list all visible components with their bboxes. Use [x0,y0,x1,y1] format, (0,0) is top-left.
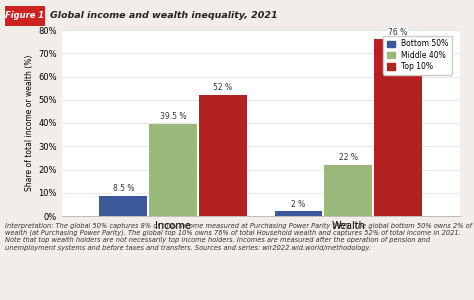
Bar [374,39,422,216]
Text: 2 %: 2 % [292,200,306,208]
Bar [199,95,247,216]
Text: 8.5 %: 8.5 % [113,184,134,194]
Text: 22 %: 22 % [339,153,358,162]
Bar [324,165,372,216]
Bar [149,124,197,216]
Text: 52 %: 52 % [213,83,232,92]
Text: 39.5 %: 39.5 % [160,112,186,122]
Text: 76 %: 76 % [388,28,408,37]
Text: Global income and wealth inequality, 2021: Global income and wealth inequality, 202… [50,11,277,20]
Bar [274,211,322,216]
Text: Figure 1: Figure 1 [5,11,45,20]
Text: Interpretation: The global 50% captures 8% of total income measured at Purchasin: Interpretation: The global 50% captures … [5,222,472,250]
Bar [100,196,147,216]
Legend: Bottom 50%, Middle 40%, Top 10%: Bottom 50%, Middle 40%, Top 10% [383,36,452,75]
Y-axis label: Share of total income or wealth (%): Share of total income or wealth (%) [25,55,34,191]
